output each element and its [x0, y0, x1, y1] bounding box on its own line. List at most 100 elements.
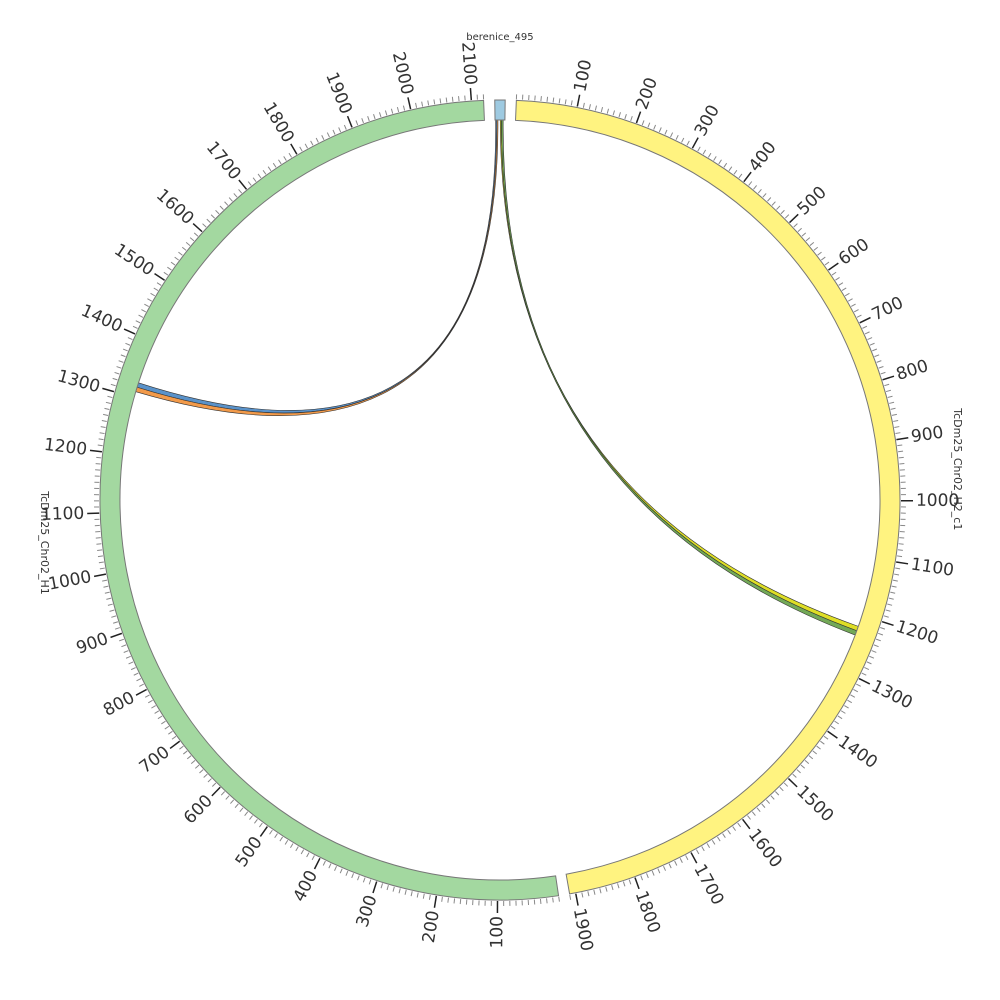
minor-tick — [582, 102, 585, 108]
segment-arc — [494, 99, 506, 121]
minor-tick — [247, 181, 252, 186]
minor-tick — [98, 438, 104, 441]
major-tick — [787, 777, 798, 788]
tick-label: 200 — [419, 909, 444, 944]
minor-tick — [351, 873, 355, 879]
minor-tick — [199, 769, 204, 774]
minor-tick — [357, 875, 360, 881]
minor-tick — [653, 124, 657, 130]
minor-tick — [630, 115, 633, 122]
minor-tick — [564, 99, 567, 105]
minor-tick — [416, 892, 419, 898]
minor-tick — [894, 426, 900, 428]
minor-tick — [101, 420, 107, 422]
minor-tick — [874, 354, 880, 358]
tick-label: 800 — [894, 356, 931, 385]
minor-tick — [185, 242, 191, 246]
minor-tick — [831, 271, 837, 276]
minor-tick — [219, 205, 224, 210]
minor-tick — [252, 177, 257, 182]
minor-tick — [167, 266, 172, 271]
minor-tick — [844, 705, 849, 709]
minor-tick — [606, 108, 610, 114]
minor-tick — [109, 609, 115, 612]
major-tick — [313, 857, 321, 870]
minor-tick — [148, 699, 153, 704]
minor-tick — [875, 638, 881, 642]
minor-tick — [202, 223, 207, 228]
tick-label: 1200 — [893, 617, 940, 649]
tick-label: 1500 — [110, 240, 157, 280]
minor-tick — [272, 162, 277, 168]
minor-tick — [640, 875, 643, 881]
minor-tick — [796, 769, 801, 774]
minor-tick — [588, 104, 591, 110]
minor-tick — [747, 815, 751, 820]
minor-tick — [872, 348, 878, 352]
tick-label: 1900 — [321, 69, 356, 117]
minor-tick — [546, 898, 548, 904]
minor-tick — [164, 725, 170, 730]
minor-tick — [224, 201, 229, 206]
minor-tick — [343, 124, 347, 130]
minor-tick — [99, 432, 105, 435]
minor-tick — [153, 287, 159, 292]
minor-tick — [880, 627, 886, 630]
minor-tick — [306, 852, 310, 858]
minor-tick — [820, 256, 826, 261]
minor-tick — [104, 407, 110, 410]
minor-tick — [869, 342, 875, 346]
minor-tick — [641, 120, 645, 126]
major-tick — [882, 375, 895, 381]
minor-tick — [594, 105, 597, 111]
minor-tick — [895, 432, 901, 435]
minor-tick — [144, 694, 150, 698]
minor-tick — [767, 197, 772, 202]
minor-tick — [157, 715, 163, 720]
tick-label: 700 — [136, 742, 174, 777]
minor-tick — [569, 894, 572, 900]
tick-label: 1500 — [792, 782, 837, 826]
minor-tick — [552, 897, 554, 903]
minor-tick — [233, 193, 238, 198]
minor-tick — [170, 261, 176, 266]
minor-tick — [107, 603, 113, 606]
minor-tick — [427, 100, 430, 106]
minor-tick — [558, 98, 561, 104]
minor-tick — [125, 655, 131, 659]
minor-tick — [898, 450, 904, 453]
major-tick — [858, 677, 871, 685]
tick-label: 700 — [869, 293, 907, 325]
minor-tick — [99, 567, 105, 570]
minor-tick — [780, 209, 785, 215]
minor-tick — [254, 819, 258, 824]
minor-tick — [779, 786, 784, 792]
minor-tick — [762, 193, 767, 198]
minor-tick — [617, 883, 620, 889]
tick-label: 500 — [793, 183, 830, 220]
minor-tick — [783, 782, 789, 787]
tick-label: 100 — [487, 916, 507, 949]
minor-tick — [898, 456, 904, 459]
minor-tick — [611, 885, 614, 891]
minor-tick — [249, 815, 253, 820]
minor-tick — [593, 889, 596, 895]
minor-tick — [451, 96, 454, 102]
minor-tick — [326, 132, 330, 138]
minor-tick — [193, 232, 199, 237]
minor-tick — [757, 189, 762, 194]
minor-tick — [396, 107, 400, 113]
minor-tick — [727, 829, 731, 835]
minor-tick — [422, 893, 425, 899]
minor-tick — [812, 750, 818, 755]
minor-tick — [670, 132, 674, 138]
minor-tick — [792, 773, 797, 778]
minor-tick — [421, 101, 424, 107]
tick-label: 1800 — [631, 888, 664, 935]
minor-tick — [880, 371, 886, 375]
minor-tick — [748, 181, 753, 186]
minor-tick — [244, 811, 249, 816]
segment-label: berenice_495 — [466, 32, 533, 43]
minor-tick — [733, 169, 738, 175]
